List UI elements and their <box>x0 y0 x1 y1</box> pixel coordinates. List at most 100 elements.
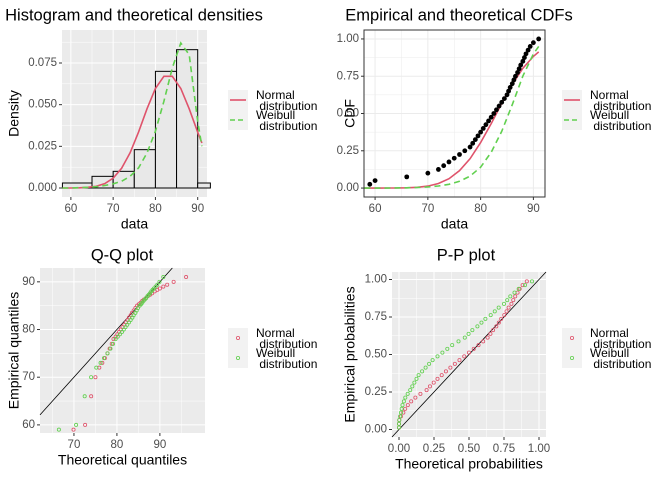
data-point <box>481 339 486 344</box>
data-point <box>111 337 116 342</box>
data-point <box>404 174 410 180</box>
x-tick-label: 90 <box>191 203 204 215</box>
data-point <box>508 294 513 299</box>
data-point <box>501 301 506 306</box>
data-point <box>496 320 501 325</box>
chart-title: Histogram and theoretical densities <box>5 6 263 24</box>
x-tick-label: 90 <box>527 203 540 215</box>
density-line <box>62 41 203 189</box>
data-point <box>523 283 528 288</box>
data-point <box>488 331 493 336</box>
y-tick-label: 80 <box>22 324 35 336</box>
legend-key <box>228 348 248 368</box>
data-point <box>446 159 452 165</box>
data-point <box>399 406 404 411</box>
data-point <box>524 279 529 284</box>
data-point <box>516 66 522 72</box>
data-point <box>513 294 518 299</box>
data-point <box>157 286 162 291</box>
data-point <box>157 279 162 284</box>
chart-title: Q-Q plot <box>91 246 154 264</box>
y-tick-label: 0.75 <box>337 70 359 82</box>
data-point <box>184 275 189 280</box>
legend-key <box>562 328 582 348</box>
data-point <box>520 283 525 288</box>
legend-key <box>562 348 582 368</box>
data-point <box>412 380 417 385</box>
legend-symbol <box>235 335 240 340</box>
data-point <box>165 282 170 287</box>
data-point <box>448 365 453 370</box>
y-tick-label: 0.050 <box>28 99 57 111</box>
data-point <box>475 133 481 139</box>
data-point <box>499 99 505 105</box>
y-tick-label: 0.025 <box>28 140 57 152</box>
bar <box>197 182 211 189</box>
data-point <box>466 350 471 355</box>
data-point <box>483 122 489 128</box>
legend-symbol <box>570 335 575 340</box>
data-point <box>408 388 413 393</box>
x-tick-label: 70 <box>68 439 81 451</box>
data-point <box>450 343 455 348</box>
data-point <box>520 58 526 64</box>
data-point <box>486 118 491 124</box>
data-point <box>418 391 423 396</box>
data-point <box>536 36 542 42</box>
data-point <box>425 170 431 176</box>
data-point <box>462 335 467 340</box>
y-tick-label: 0.50 <box>337 108 359 120</box>
panel-background <box>40 268 205 433</box>
x-tick-label: 0.25 <box>423 443 445 455</box>
data-point <box>401 399 406 404</box>
x-tick-label: 80 <box>474 203 487 215</box>
data-point <box>89 394 94 399</box>
data-point <box>109 341 114 346</box>
bar <box>154 70 178 189</box>
data-point <box>117 332 122 337</box>
data-point <box>530 279 535 284</box>
y-tick-label: 0.000 <box>28 182 57 194</box>
legend-symbol <box>235 355 240 360</box>
y-tick-label: 1.00 <box>337 33 359 45</box>
data-point <box>424 388 429 393</box>
y-tick-label: 1.00 <box>365 274 387 286</box>
data-point <box>414 376 419 381</box>
data-point <box>56 427 61 432</box>
x-tick-label: 90 <box>153 439 166 451</box>
data-point <box>102 356 107 361</box>
data-point <box>171 279 176 284</box>
data-point <box>398 414 403 419</box>
data-point <box>100 360 105 365</box>
panel-border <box>363 29 546 198</box>
data-point <box>457 358 462 363</box>
data-point <box>527 44 533 49</box>
data-point <box>108 346 113 351</box>
data-point <box>427 361 432 366</box>
data-point <box>470 328 475 333</box>
data-point <box>511 77 517 83</box>
data-point <box>397 418 402 423</box>
data-point <box>476 343 481 348</box>
x-axis-title: Theoretical probabilities <box>395 456 543 472</box>
data-point <box>480 126 486 131</box>
x-tick-label: 60 <box>369 203 382 215</box>
data-point <box>523 51 529 57</box>
data-point <box>420 369 425 374</box>
legend-key <box>228 328 248 348</box>
y-tick-label: 0.25 <box>337 145 359 157</box>
data-point <box>451 155 457 161</box>
data-point <box>452 361 457 366</box>
data-point <box>462 148 468 154</box>
x-axis-title: Theoretical quantiles <box>58 452 187 468</box>
data-point <box>467 144 473 150</box>
y-tick-label: 70 <box>22 371 35 383</box>
legend-label: Weibull distribution <box>256 108 318 133</box>
x-tick-label: 60 <box>64 203 77 215</box>
legend-label: Normal distribution <box>256 88 318 113</box>
data-point <box>396 421 401 426</box>
data-point <box>522 55 527 60</box>
data-point <box>400 403 405 408</box>
